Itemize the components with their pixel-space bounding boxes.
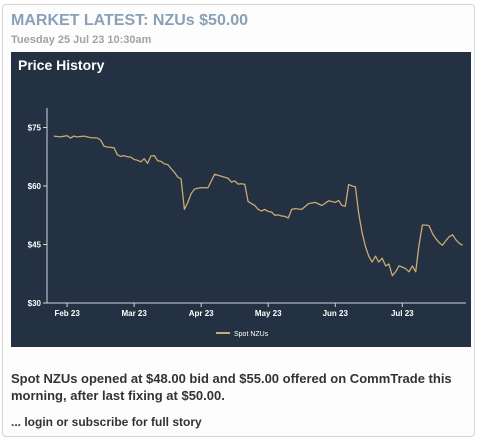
x-tick-label: Jul 23 xyxy=(391,309,414,318)
x-tick-label: Apr 23 xyxy=(189,309,214,318)
legend-label[interactable]: Spot NZUs xyxy=(234,331,269,338)
login-subscribe-link[interactable]: ... login or subscribe for full story xyxy=(11,415,202,429)
x-tick-label: Mar 23 xyxy=(121,309,147,318)
chart-svg: $75 $60 $45 $30 Feb 23 Mar 23 Apr 23 May 23 Jun … xyxy=(28,108,466,338)
article-dateline: Tuesday 25 Jul 23 10:30am xyxy=(11,34,152,46)
chart-title: Price History xyxy=(18,57,105,73)
y-tick-label: $60 xyxy=(28,182,42,191)
article-body: Spot NZUs opened at $48.00 bid and $55.0… xyxy=(11,371,452,403)
x-tick-label: May 23 xyxy=(255,309,282,318)
y-tick-label: $30 xyxy=(28,299,42,308)
y-tick-label: $45 xyxy=(28,241,42,250)
article-card: MARKET LATEST: NZUs $50.00 Tuesday 25 Ju… xyxy=(2,4,475,437)
x-tick-label: Jun 23 xyxy=(323,309,349,318)
article-headline[interactable]: MARKET LATEST: NZUs $50.00 xyxy=(11,12,249,29)
price-history-chart: Price History $75 $60 $45 $30 Feb 23 Mar 23 Ap… xyxy=(11,52,471,347)
series-line-spot-nzus xyxy=(53,135,463,277)
x-tick-label: Feb 23 xyxy=(54,309,80,318)
y-tick-label: $75 xyxy=(28,124,42,133)
